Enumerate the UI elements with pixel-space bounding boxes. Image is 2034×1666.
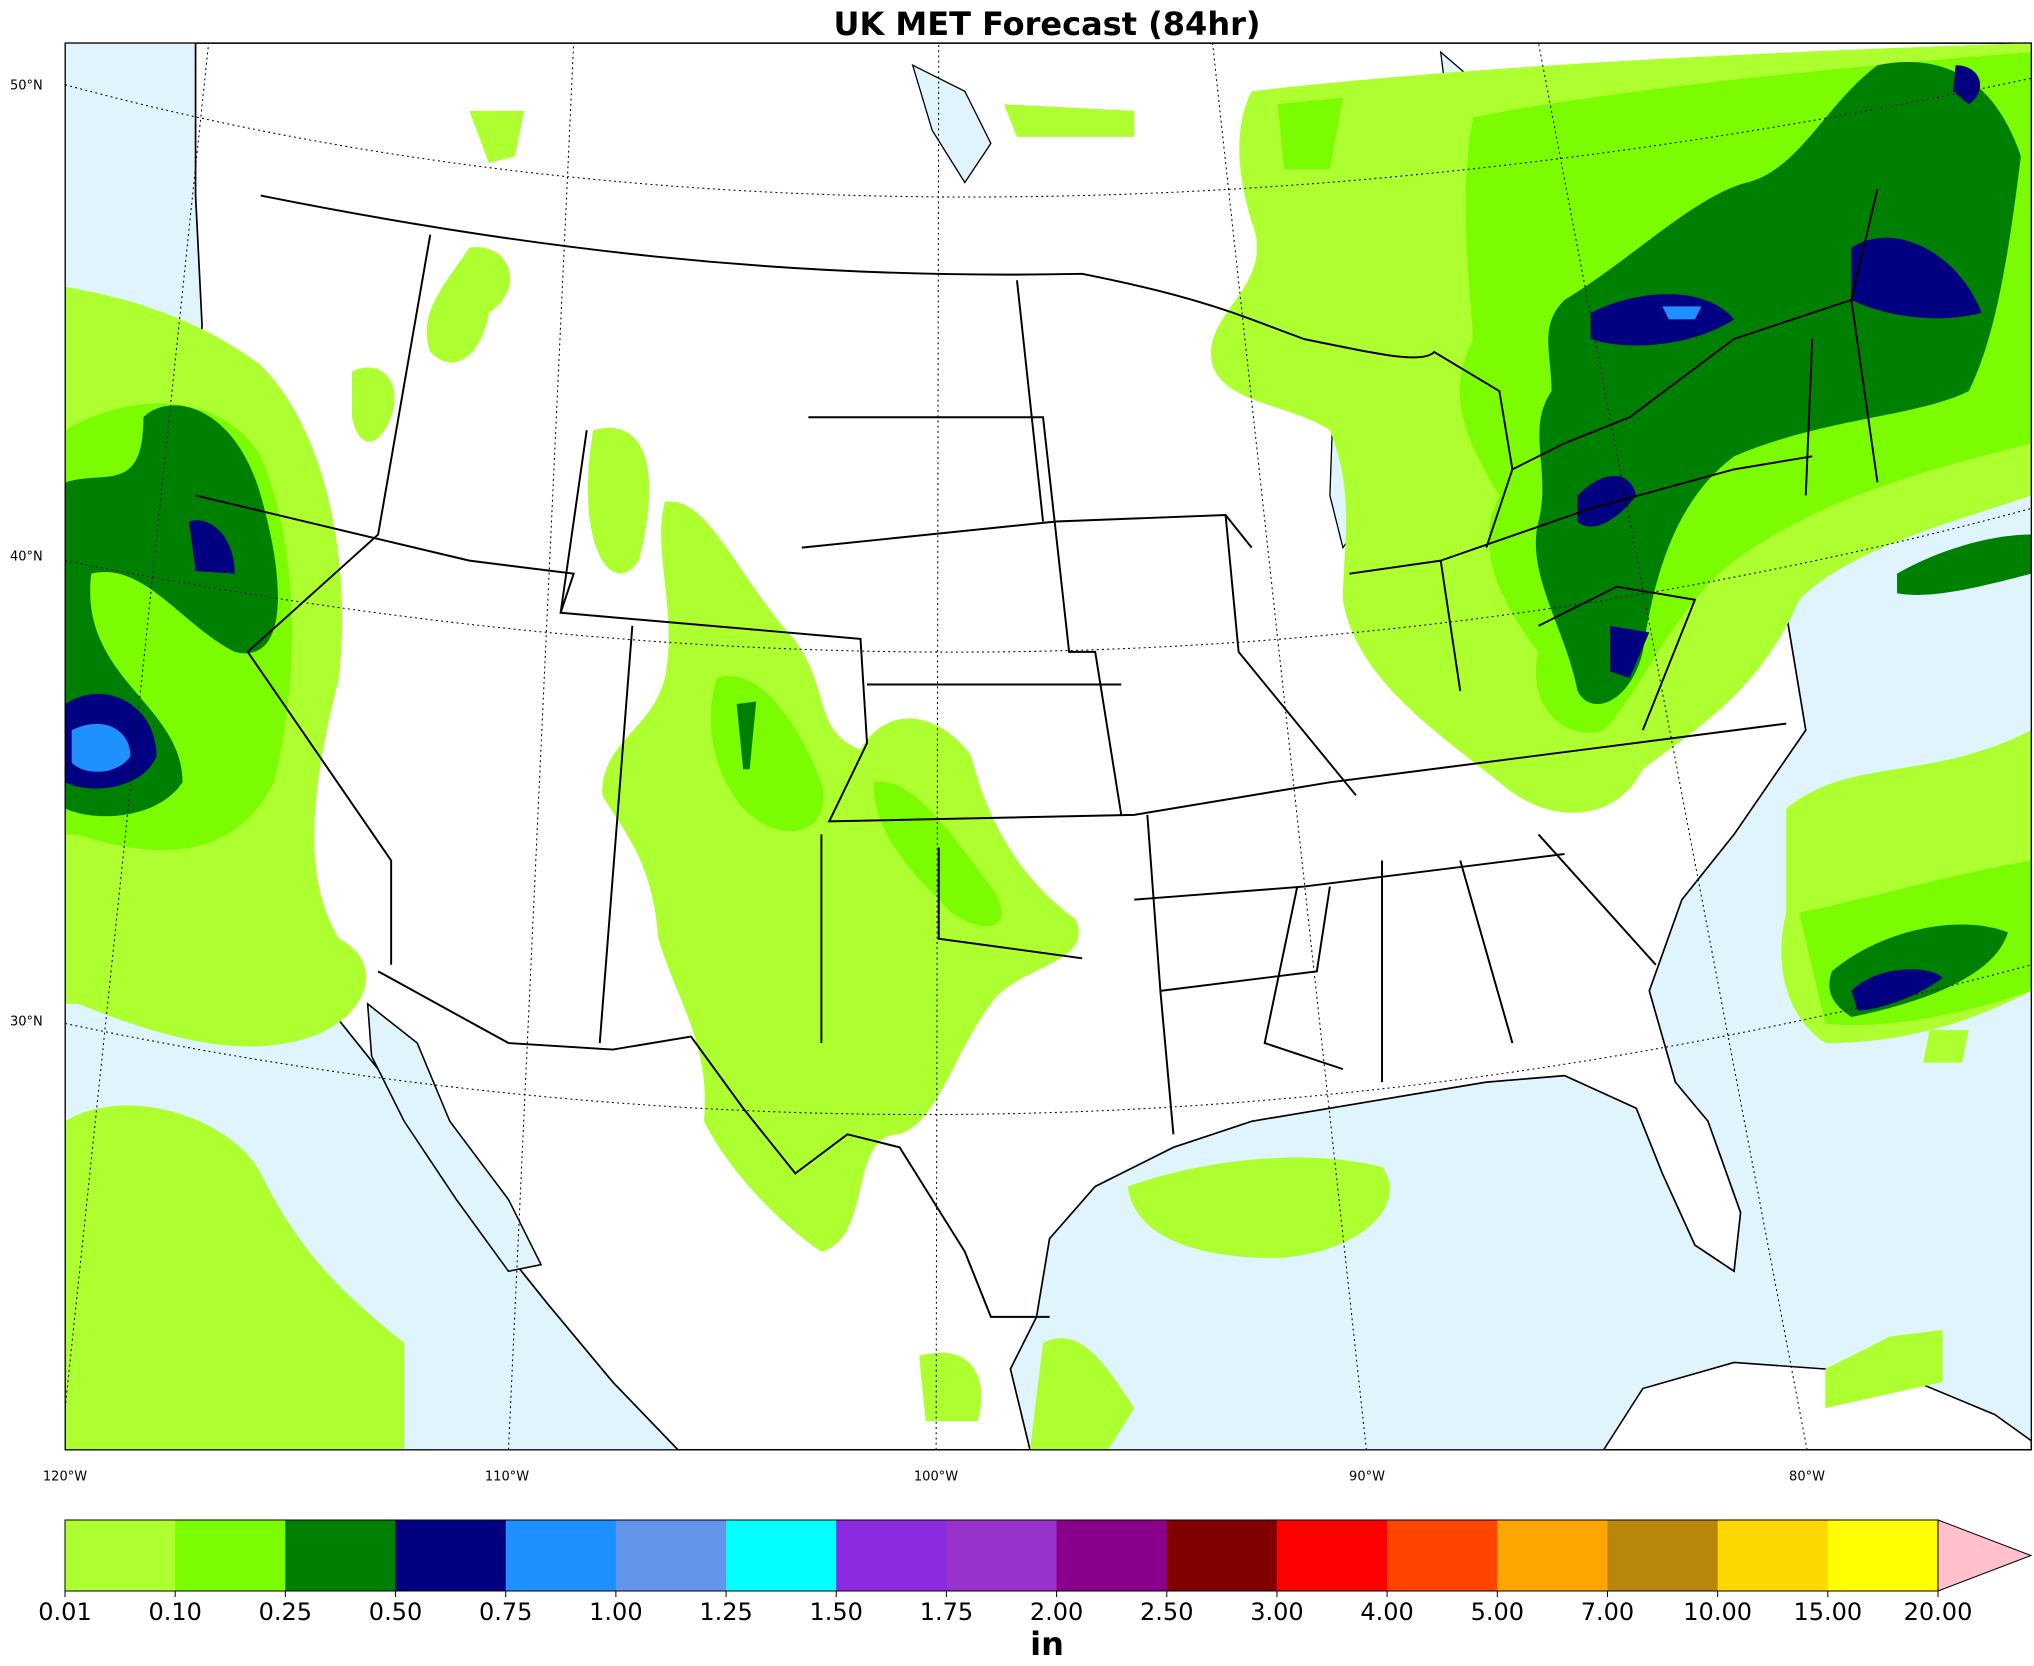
colorbar-swatch bbox=[175, 1520, 286, 1591]
colorbar-swatch bbox=[1056, 1520, 1168, 1591]
colorbar-swatch bbox=[1387, 1520, 1498, 1591]
lon-label: 80°W bbox=[1789, 1470, 1825, 1485]
colorbar-tick-label: 3.00 bbox=[1250, 1598, 1303, 1626]
colorbar-swatch bbox=[65, 1520, 176, 1591]
colorbar-swatch bbox=[1166, 1520, 1278, 1591]
colorbar-tick-label: 15.00 bbox=[1793, 1598, 1862, 1626]
colorbar-swatch bbox=[1607, 1520, 1719, 1591]
colorbar-tick-label: 1.00 bbox=[589, 1598, 642, 1626]
colorbar-tick-label: 2.00 bbox=[1030, 1598, 1083, 1626]
map-title: UK MET Forecast (84hr) bbox=[833, 5, 1260, 43]
colorbar-tick-label: 1.75 bbox=[920, 1598, 973, 1626]
colorbar-tick-label: 2.50 bbox=[1140, 1598, 1193, 1626]
colorbar-tick-label: 20.00 bbox=[1904, 1598, 1973, 1626]
colorbar-swatch bbox=[1717, 1520, 1829, 1591]
colorbar-tick-label: 0.01 bbox=[38, 1598, 91, 1626]
lon-label: 120°W bbox=[43, 1470, 87, 1485]
lon-label: 100°W bbox=[914, 1470, 958, 1485]
colorbar-unit: in bbox=[1030, 1625, 1064, 1663]
colorbar-tick-label: 10.00 bbox=[1683, 1598, 1752, 1626]
colorbar-tick-label: 0.25 bbox=[259, 1598, 312, 1626]
colorbar-swatch bbox=[285, 1520, 397, 1591]
lon-label: 90°W bbox=[1349, 1470, 1385, 1485]
gulf-of-california bbox=[366, 1002, 543, 1273]
colorbar-swatch bbox=[836, 1520, 947, 1591]
colorbar-tick-label: 0.50 bbox=[369, 1598, 422, 1626]
colorbar-swatch bbox=[1276, 1520, 1388, 1591]
borders bbox=[65, 43, 2032, 1450]
lon-label: 110°W bbox=[485, 1470, 529, 1485]
colorbar-extend bbox=[1937, 1519, 2033, 1592]
colorbar-swatch bbox=[395, 1520, 507, 1591]
map-labels: 50°N 40°N 30°N 120°W 110°W 100°W 90°W 80°W bbox=[10, 79, 1825, 1485]
colorbar-swatch bbox=[615, 1520, 727, 1591]
lat-label: 50°N bbox=[10, 79, 43, 94]
colorbar-swatch bbox=[505, 1520, 617, 1591]
colorbar-frame bbox=[64, 1519, 1939, 1592]
lat-label: 40°N bbox=[10, 550, 43, 565]
colorbar-swatch bbox=[1497, 1520, 1608, 1591]
colorbar-swatch bbox=[1827, 1520, 1939, 1591]
precipitation bbox=[65, 43, 2032, 1450]
colorbar-tick-label: 7.00 bbox=[1581, 1598, 1634, 1626]
lat-label: 30°N bbox=[10, 1015, 43, 1030]
colorbar-swatch bbox=[946, 1520, 1058, 1591]
colorbar-tick-label: 1.25 bbox=[699, 1598, 752, 1626]
map bbox=[64, 42, 2032, 1451]
colorbar-tick-label: 4.00 bbox=[1360, 1598, 1413, 1626]
colorbar-tick-label: 0.75 bbox=[479, 1598, 532, 1626]
colorbar-tick-label: 5.00 bbox=[1471, 1598, 1524, 1626]
colorbar-tick-label: 1.50 bbox=[810, 1598, 863, 1626]
colorbar-swatch bbox=[726, 1520, 837, 1591]
map-frame bbox=[64, 42, 2032, 1451]
colorbar-tick-label: 0.10 bbox=[148, 1598, 201, 1626]
colorbar: 0.01 0.10 0.25 0.50 0.75 1.00 1.25 1.50 1.75 2.00… bbox=[38, 1519, 2033, 1626]
